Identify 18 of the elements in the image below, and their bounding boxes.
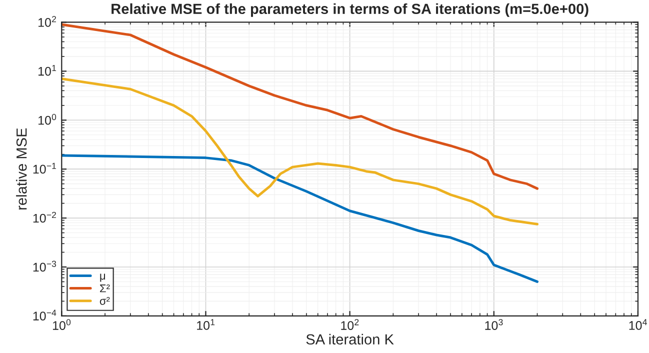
chart-title: Relative MSE of the parameters in terms of SA iterations (m=5.0e+00) [112,3,588,17]
legend-label: σ² [100,297,110,305]
legend-label: μ [100,274,106,282]
y-tick-label: 10$^{−3}$ [33,260,56,272]
y-tick-label: 10$^{−4}$ [33,310,56,320]
x-tick-label: 10$^{0}$ [52,319,71,330]
x-axis-title: SA iteration K [306,334,394,345]
x-tick-label: 10$^{1}$ [197,319,215,330]
y-tick-label: 10$^{2}$ [38,16,56,27]
y-tick-label: 10$^{1}$ [38,64,56,76]
x-tick-label: 10$^{3}$ [485,319,503,330]
y-tick-label: 10$^{−1}$ [33,162,56,174]
x-tick-label: 10$^{4}$ [629,319,647,330]
y-tick-label: 10$^{0}$ [38,114,56,125]
legend-label: Σ² [100,284,110,292]
x-tick-label: 10$^{2}$ [341,319,359,330]
y-tick-label: 10$^{−2}$ [33,212,56,223]
y-axis-title: relative MSE [16,128,27,210]
